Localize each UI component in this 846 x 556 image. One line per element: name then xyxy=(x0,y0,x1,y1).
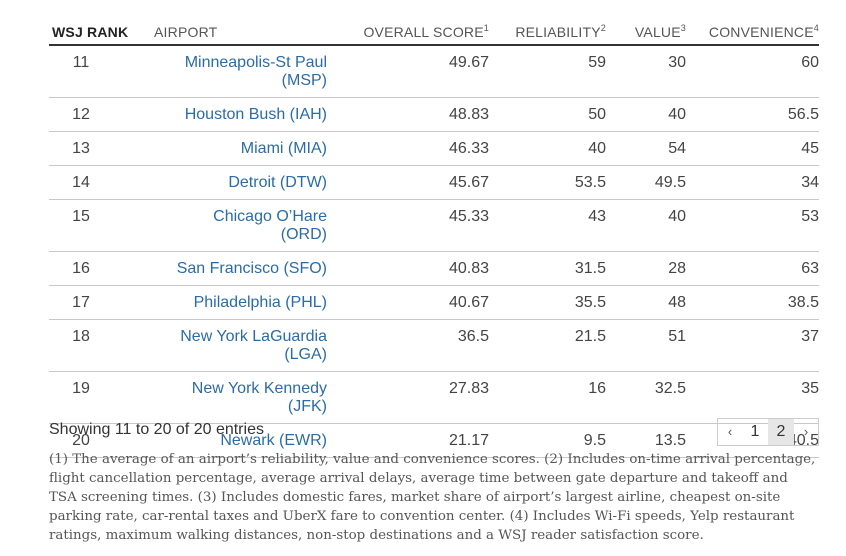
value-cell: 54 xyxy=(606,131,686,166)
airport-link[interactable]: San Francisco (SFO) xyxy=(176,260,327,277)
table-row: 12 Houston Bush (IAH) 48.83 50 40 56.5 xyxy=(49,97,819,132)
table-row: 20 Newark (EWR) 21.17 9.5 13.5 40.5 xyxy=(49,423,819,458)
value-cell: 13.5 xyxy=(606,423,686,458)
rank-cell: 18 xyxy=(49,319,131,372)
convenience-cell: 34 xyxy=(686,165,819,200)
convenience-cell: 38.5 xyxy=(686,285,819,320)
airport-cell: New York LaGuardia (LGA) xyxy=(131,319,339,372)
rank-cell: 11 xyxy=(49,45,131,98)
convenience-cell: 37 xyxy=(686,319,819,372)
next-page-button[interactable]: › xyxy=(803,424,809,439)
page-1-button[interactable]: 1 xyxy=(750,423,760,440)
table-row: 17 Philadelphia (PHL) 40.67 35.5 48 38.5 xyxy=(49,285,819,320)
airport-rankings-table: WSJ RANK AIRPORT OVERALL SCORE1 RELIABIL… xyxy=(49,0,819,458)
table-row: 14 Detroit (DTW) 45.67 53.5 49.5 34 xyxy=(49,165,819,200)
reliability-cell: 21.5 xyxy=(489,319,606,372)
page-2-button[interactable]: 2 xyxy=(768,419,794,445)
table-row: 15 Chicago O’Hare (ORD) 45.33 43 40 53 xyxy=(49,199,819,252)
overall-score-cell: 45.67 xyxy=(339,165,489,200)
convenience-cell: 40.5 xyxy=(686,423,819,458)
airport-link[interactable]: Chicago O’Hare (ORD) xyxy=(213,208,327,243)
table-row: 11 Minneapolis-St Paul (MSP) 49.67 59 30 60 xyxy=(49,45,819,98)
airport-cell: Houston Bush (IAH) xyxy=(131,97,339,132)
convenience-cell: 53 xyxy=(686,199,819,252)
airport-link[interactable]: New York LaGuardia (LGA) xyxy=(180,328,327,363)
overall-score-cell: 40.67 xyxy=(339,285,489,320)
value-cell: 48 xyxy=(606,285,686,320)
pagination: ‹ 1 2 › xyxy=(717,418,819,446)
reliability-cell: 43 xyxy=(489,199,606,252)
reliability-cell: 50 xyxy=(489,97,606,132)
overall-score-cell: 40.83 xyxy=(339,251,489,286)
airport-link[interactable]: Houston Bush (IAH) xyxy=(184,106,327,123)
overall-score-cell: 49.67 xyxy=(339,45,489,98)
prev-page-button[interactable]: ‹ xyxy=(727,424,733,439)
overall-score-cell: 36.5 xyxy=(339,319,489,372)
table-footer: Showing 11 to 20 of 20 entries ‹ 1 2 › xyxy=(49,418,819,446)
table-header-row: WSJ RANK AIRPORT OVERALL SCORE1 RELIABIL… xyxy=(49,0,819,46)
rankings-table-container: WSJ RANK AIRPORT OVERALL SCORE1 RELIABIL… xyxy=(49,0,819,458)
airport-cell: Miami (MIA) xyxy=(131,131,339,166)
entries-info: Showing 11 to 20 of 20 entries xyxy=(49,421,264,438)
table-row: 13 Miami (MIA) 46.33 40 54 45 xyxy=(49,131,819,166)
reliability-cell: 40 xyxy=(489,131,606,166)
rank-cell: 19 xyxy=(49,371,131,424)
footnotes: (1) The average of an airport’s reliabil… xyxy=(49,452,816,543)
table-row: 18 New York LaGuardia (LGA) 36.5 21.5 51 37 xyxy=(49,319,819,372)
header-value[interactable]: VALUE3 xyxy=(606,0,686,46)
reliability-cell: 59 xyxy=(489,45,606,98)
overall-score-cell: 27.83 xyxy=(339,371,489,424)
table-row: 19 New York Kennedy (JFK) 27.83 16 32.5 35 xyxy=(49,371,819,424)
convenience-cell: 45 xyxy=(686,131,819,166)
convenience-cell: 60 xyxy=(686,45,819,98)
reliability-cell: 31.5 xyxy=(489,251,606,286)
overall-score-cell: 45.33 xyxy=(339,199,489,252)
value-cell: 40 xyxy=(606,199,686,252)
rank-cell: 15 xyxy=(49,199,131,252)
reliability-cell: 9.5 xyxy=(489,423,606,458)
header-airport[interactable]: AIRPORT xyxy=(131,0,339,46)
reliability-cell: 53.5 xyxy=(489,165,606,200)
value-cell: 28 xyxy=(606,251,686,286)
rank-cell: 16 xyxy=(49,251,131,286)
convenience-cell: 35 xyxy=(686,371,819,424)
rank-cell: 17 xyxy=(49,285,131,320)
airport-link[interactable]: New York Kennedy (JFK) xyxy=(191,380,327,415)
airport-link[interactable]: Detroit (DTW) xyxy=(228,174,327,191)
value-cell: 30 xyxy=(606,45,686,98)
airport-cell: Chicago O’Hare (ORD) xyxy=(131,199,339,252)
airport-cell: San Francisco (SFO) xyxy=(131,251,339,286)
airport-cell: Philadelphia (PHL) xyxy=(131,285,339,320)
value-cell: 32.5 xyxy=(606,371,686,424)
convenience-cell: 56.5 xyxy=(686,97,819,132)
value-cell: 49.5 xyxy=(606,165,686,200)
rank-cell: 20 xyxy=(49,423,131,458)
airport-cell: Newark (EWR) xyxy=(131,423,339,458)
airport-link[interactable]: Minneapolis-St Paul (MSP) xyxy=(184,54,327,89)
rank-cell: 13 xyxy=(49,131,131,166)
rank-cell: 12 xyxy=(49,97,131,132)
airport-link[interactable]: Miami (MIA) xyxy=(240,140,327,157)
table-row: 16 San Francisco (SFO) 40.83 31.5 28 63 xyxy=(49,251,819,286)
table-body: 11 Minneapolis-St Paul (MSP) 49.67 59 30 60 12… xyxy=(49,45,819,458)
airport-link[interactable]: Philadelphia (PHL) xyxy=(193,294,327,311)
overall-score-cell: 46.33 xyxy=(339,131,489,166)
header-convenience[interactable]: CONVENIENCE4 xyxy=(686,0,819,46)
airport-cell: Detroit (DTW) xyxy=(131,165,339,200)
header-overall-score[interactable]: OVERALL SCORE1 xyxy=(339,0,489,46)
overall-score-cell: 21.17 xyxy=(339,423,489,458)
airport-cell: New York Kennedy (JFK) xyxy=(131,371,339,424)
value-cell: 40 xyxy=(606,97,686,132)
rank-cell: 14 xyxy=(49,165,131,200)
convenience-cell: 63 xyxy=(686,251,819,286)
header-reliability[interactable]: RELIABILITY2 xyxy=(489,0,606,46)
value-cell: 51 xyxy=(606,319,686,372)
reliability-cell: 35.5 xyxy=(489,285,606,320)
header-wsj-rank[interactable]: WSJ RANK xyxy=(49,0,131,46)
airport-cell: Minneapolis-St Paul (MSP) xyxy=(131,45,339,98)
overall-score-cell: 48.83 xyxy=(339,97,489,132)
airport-link[interactable]: Newark (EWR) xyxy=(220,432,327,449)
reliability-cell: 16 xyxy=(489,371,606,424)
